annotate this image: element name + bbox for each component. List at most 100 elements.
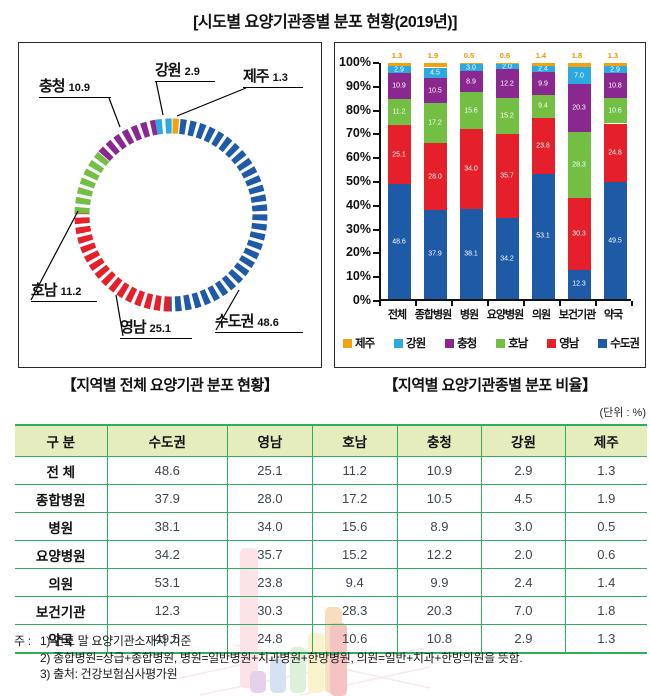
bar-segment-value: 28.0 bbox=[428, 173, 442, 181]
table-row-label: 요양병원 bbox=[15, 540, 108, 569]
legend-swatch-icon bbox=[496, 338, 506, 348]
stacked-bar-전체: 48.6 25.1 11.2 10.9 2.9 bbox=[387, 63, 411, 299]
table-cell: 15.2 bbox=[311, 540, 398, 569]
bar-segment-value: 10.6 bbox=[608, 107, 622, 115]
legend-item-충청: 충청 bbox=[445, 335, 477, 351]
bar-segment-영남: 24.8 bbox=[603, 123, 627, 183]
y-axis-tick-label: 80% bbox=[345, 102, 371, 117]
footnote-line: 1) 연도 말 요양기관소재지 기준 bbox=[40, 634, 192, 648]
x-axis-tick-mark bbox=[559, 301, 561, 306]
bar-segment-value: 11.2 bbox=[392, 108, 406, 116]
bar-segment-수도권: 38.1 bbox=[459, 209, 483, 299]
bar-segment-value: 12.3 bbox=[572, 280, 586, 288]
donut-segment-충청 bbox=[98, 119, 158, 162]
y-axis-tick-label: 70% bbox=[345, 126, 371, 141]
y-axis-tick-label: 50% bbox=[345, 174, 371, 188]
bar-segment-제주 bbox=[567, 63, 591, 68]
x-axis-tick-mark bbox=[379, 301, 381, 306]
jeju-top-value-label: 1.3 bbox=[391, 51, 403, 60]
donut-segment-강원 bbox=[155, 118, 173, 135]
table-row: 요양병원 34.2 35.7 15.2 12.2 2.0 0.6 bbox=[15, 540, 647, 569]
bar-segment-충청: 10.8 bbox=[603, 72, 627, 99]
legend-swatch-icon bbox=[394, 338, 404, 348]
bar-segment-value: 12.2 bbox=[500, 80, 514, 88]
bar-segment-호남: 15.2 bbox=[495, 97, 519, 134]
bar-segment-value: 37.9 bbox=[428, 250, 442, 258]
table-header-cell: 충청 bbox=[396, 424, 483, 457]
table-cell: 34.0 bbox=[227, 512, 313, 541]
x-axis-tick-mark bbox=[451, 301, 453, 306]
table-cell: 25.1 bbox=[227, 456, 313, 485]
table-cell: 10.9 bbox=[396, 456, 483, 485]
jeju-top-value-label: 0.5 bbox=[463, 51, 475, 60]
bar-segment-value: 9.4 bbox=[538, 102, 548, 110]
legend-item-호남: 호남 bbox=[496, 335, 528, 351]
y-axis-tick-mark bbox=[373, 276, 379, 279]
donut-caption: 【지역별 전체 요양기관 분포 현황】 bbox=[61, 377, 279, 394]
table-cell: 35.7 bbox=[227, 540, 313, 569]
legend-swatch-icon bbox=[598, 338, 608, 348]
bar-segment-강원: 2.9 bbox=[603, 66, 627, 73]
table-cell: 9.9 bbox=[396, 568, 483, 597]
y-axis-tick-label: 100% bbox=[339, 55, 371, 69]
table-row-label: 병원 bbox=[15, 512, 108, 541]
stacked-bar-chart-panel: 48.6 25.1 11.2 10.9 2.9 37.9 28.0 17.2 10.5 4.5 38… bbox=[334, 42, 646, 368]
bar-segment-value: 2.4 bbox=[538, 65, 548, 73]
legend-label: 제주 bbox=[355, 338, 375, 350]
table-cell: 8.9 bbox=[396, 512, 483, 541]
footnote-line: 3) 출처: 건강보험심사평가원 bbox=[40, 667, 178, 682]
jeju-top-value-label: 1.4 bbox=[535, 51, 547, 60]
bar-segment-value: 28.3 bbox=[572, 161, 586, 169]
bar-segment-호남: 17.2 bbox=[423, 102, 447, 144]
bar-segment-충청: 12.2 bbox=[495, 69, 519, 98]
page-title: [시도별 요양기관종별 분포 현황(2019년)] bbox=[193, 14, 457, 31]
bar-segment-value: 17.2 bbox=[428, 119, 442, 127]
bar-plot-area: 48.6 25.1 11.2 10.9 2.9 37.9 28.0 17.2 10.5 4.5 38… bbox=[379, 63, 631, 301]
bar-segment-호남: 9.4 bbox=[531, 95, 555, 118]
table-cell: 2.9 bbox=[481, 624, 566, 654]
x-axis-tick-mark bbox=[415, 301, 417, 306]
table-cell: 11.2 bbox=[311, 456, 398, 485]
y-axis-tick-label: 10% bbox=[345, 269, 371, 284]
bar-segment-영남: 23.8 bbox=[531, 117, 555, 174]
table-cell: 10.8 bbox=[396, 624, 483, 654]
stacked-bar-chart: 48.6 25.1 11.2 10.9 2.9 37.9 28.0 17.2 10.5 4.5 38… bbox=[335, 43, 647, 369]
table-cell: 12.3 bbox=[106, 596, 229, 625]
table-cell: 0.6 bbox=[564, 540, 647, 569]
y-axis-tick-mark bbox=[373, 228, 379, 231]
table-cell: 34.2 bbox=[106, 540, 229, 569]
table-cell: 3.0 bbox=[481, 512, 566, 541]
donut-label-honam: 호남 11.2 bbox=[31, 279, 97, 302]
table-header: 구 분 수도권 영남 호남 충청 강원 제주 bbox=[15, 424, 647, 457]
legend-label: 영남 bbox=[559, 338, 579, 350]
donut-label-chungcheong: 충청 10.9 bbox=[39, 75, 111, 98]
table-cell: 1.8 bbox=[564, 596, 647, 625]
table-header-cell: 호남 bbox=[311, 424, 398, 457]
table-row: 종합병원 37.9 28.0 17.2 10.5 4.5 1.9 bbox=[15, 484, 647, 513]
y-axis-tick-label: 0% bbox=[352, 293, 371, 307]
bar-segment-제주 bbox=[495, 63, 519, 65]
table-cell: 53.1 bbox=[106, 568, 229, 597]
x-axis-category-label: 보건기관 bbox=[558, 309, 596, 321]
legend-label: 수도권 bbox=[610, 338, 640, 350]
legend-label: 호남 bbox=[508, 338, 528, 350]
table-row-label: 보건기관 bbox=[15, 596, 108, 625]
x-axis-tick-mark bbox=[595, 301, 597, 306]
y-axis-tick-mark bbox=[373, 85, 379, 88]
table-cell: 38.1 bbox=[106, 512, 229, 541]
bar-segment-value: 4.5 bbox=[430, 69, 440, 77]
legend-swatch-icon bbox=[445, 338, 455, 348]
bar-segment-value: 2.0 bbox=[502, 63, 512, 71]
bar-segment-제주 bbox=[387, 63, 411, 67]
table-cell: 4.5 bbox=[481, 484, 566, 513]
bar-segment-강원: 4.5 bbox=[423, 67, 447, 79]
legend-item-수도권: 수도권 bbox=[598, 335, 640, 351]
y-axis-tick-mark bbox=[373, 133, 379, 136]
table-cell: 49.5 bbox=[106, 624, 229, 654]
bar-segment-영남: 25.1 bbox=[387, 125, 411, 185]
bar-segment-강원: 2.0 bbox=[495, 63, 519, 71]
bar-segment-수도권: 48.6 bbox=[387, 184, 411, 299]
distribution-table: 구 분 수도권 영남 호남 충청 강원 제주 전 체 48.6 25.1 11.2 10.9 2.9 1… bbox=[15, 424, 647, 654]
x-axis-tick-mark bbox=[487, 301, 489, 306]
stacked-bar-종합병원: 37.9 28.0 17.2 10.5 4.5 bbox=[423, 63, 447, 299]
